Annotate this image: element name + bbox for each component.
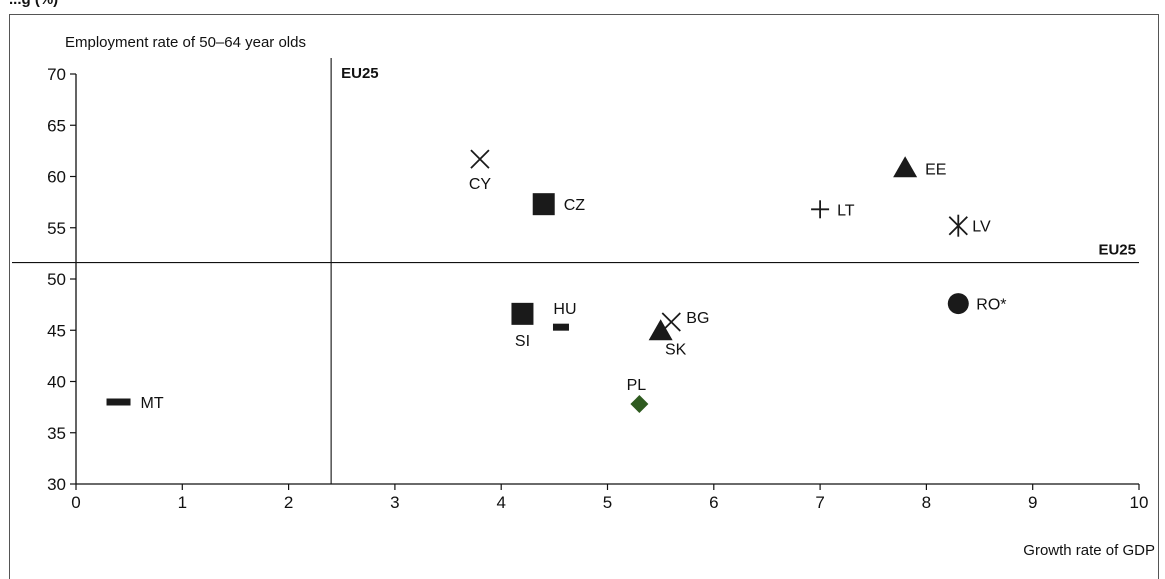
y-tick-label: 65: [47, 116, 66, 135]
y-tick-label: 50: [47, 270, 66, 289]
x-tick-label: 9: [1028, 493, 1037, 512]
x-tick-label: 10: [1130, 493, 1149, 512]
reference-lines: EU25 EU25: [12, 58, 1139, 484]
x-tick-label: 3: [390, 493, 399, 512]
y-axis-title: Employment rate of 50–64 year olds: [65, 34, 306, 51]
point-label: CY: [469, 176, 492, 193]
eu25-horizontal-label: EU25: [1098, 242, 1136, 259]
triangle-marker: [893, 156, 918, 178]
x-marker-stroke: [470, 149, 490, 169]
point-label: RO*: [976, 297, 1006, 314]
point-sk: SK: [648, 319, 687, 358]
clipped-heading: ...g (%): [9, 0, 259, 10]
point-bg: BG: [661, 310, 709, 332]
x-tick-label: 1: [178, 493, 187, 512]
point-pl: PL: [627, 377, 649, 414]
point-label: CZ: [564, 197, 586, 214]
point-label: EE: [925, 161, 946, 178]
eu25-vertical-label: EU25: [341, 65, 379, 82]
x-tick-label: 0: [71, 493, 80, 512]
square-marker: [532, 193, 555, 216]
point-label: LV: [972, 219, 991, 236]
chart-frame: [9, 14, 1159, 579]
triangle-marker: [648, 319, 673, 341]
point-ro: RO*: [947, 293, 1007, 315]
y-tick-label: 30: [47, 475, 66, 494]
point-cy: CY: [469, 149, 492, 193]
circle-marker: [947, 293, 969, 315]
data-points: MT CY CZ SI HU PL SK BG LT EE LV RO*: [106, 149, 1007, 414]
point-lt: LT: [811, 200, 855, 219]
y-tick-label: 40: [47, 373, 66, 392]
point-ee: EE: [893, 156, 946, 178]
point-hu: HU: [552, 301, 577, 331]
dash-marker: [106, 398, 131, 406]
point-label: SI: [515, 333, 530, 350]
x-tick-label: 4: [496, 493, 505, 512]
square-marker: [511, 302, 534, 325]
point-cz: CZ: [532, 193, 586, 216]
point-label: MT: [141, 395, 164, 412]
x-tick-label: 8: [922, 493, 931, 512]
y-tick-label: 60: [47, 168, 66, 187]
y-tick-label: 70: [47, 65, 66, 84]
clipped-heading-text: ...g (%): [9, 0, 58, 8]
dash-marker: [552, 323, 569, 331]
point-lv: LV: [948, 214, 991, 237]
diamond-marker: [630, 395, 649, 414]
x-marker-stroke: [661, 312, 681, 332]
y-tick-label: 35: [47, 424, 66, 443]
y-tick-label: 45: [47, 321, 66, 340]
point-label: LT: [837, 202, 855, 219]
y-tick-label: 55: [47, 219, 66, 238]
x-axis-title: Growth rate of GDP: [1023, 542, 1155, 559]
x-tick-label: 6: [709, 493, 718, 512]
x-tick-label: 5: [603, 493, 612, 512]
point-label: SK: [665, 341, 687, 358]
point-si: SI: [511, 302, 534, 350]
point-label: BG: [686, 310, 709, 327]
point-label: PL: [627, 377, 647, 394]
point-label: HU: [553, 301, 576, 318]
x-tick-label: 7: [815, 493, 824, 512]
x-tick-label: 2: [284, 493, 293, 512]
point-mt: MT: [106, 395, 164, 412]
